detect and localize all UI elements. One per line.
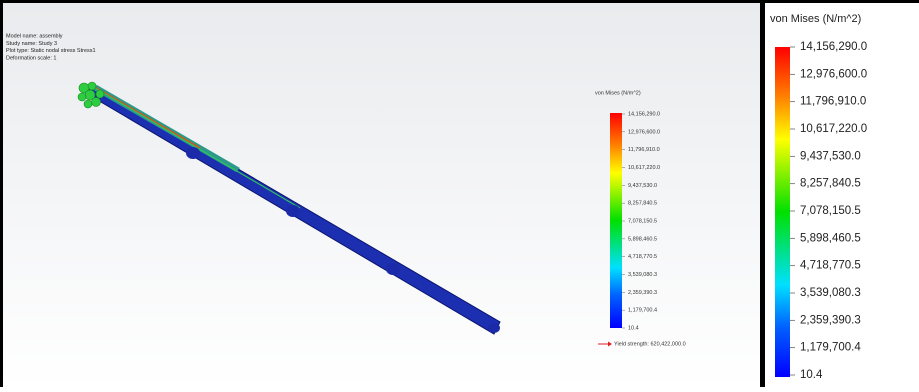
legend-zoom-value: 1,179,700.4 xyxy=(800,342,861,354)
legend-value: 2,359,390.3 xyxy=(628,290,657,296)
legend-value: 8,257,840.5 xyxy=(628,201,657,207)
study-info: Study name: Study 3 xyxy=(6,41,57,47)
legend-value: 9,437,530.0 xyxy=(628,183,657,189)
legend-zoom-value: 7,078,150.5 xyxy=(800,205,861,217)
legend-zoom-value: 3,539,080.3 xyxy=(800,287,861,299)
study-info: Model name: assembly xyxy=(6,33,63,39)
legend-value: 10.4 xyxy=(628,325,639,331)
study-info: Deformation scale: 1 xyxy=(6,55,56,61)
viewport xyxy=(3,3,760,387)
legend-zoom-value: 5,898,460.5 xyxy=(800,232,861,244)
legend-zoom-title: von Mises (N/m^2) xyxy=(770,13,861,25)
yield-strength: Yield strength: 620,422,000.0 xyxy=(614,341,686,347)
legend-zoom-value: 10,617,220.0 xyxy=(800,123,867,135)
legend-zoom-value: 11,796,910.0 xyxy=(800,96,866,108)
colorbar xyxy=(610,113,622,328)
legend-value: 5,898,460.5 xyxy=(628,236,657,242)
legend-value: 10,617,220.0 xyxy=(628,165,660,171)
legend-title: von Mises (N/m^2) xyxy=(595,90,641,96)
legend-zoom-value: 14,156,290.0 xyxy=(800,41,867,53)
legend-value: 7,078,150.5 xyxy=(628,218,657,224)
legend-value: 14,156,290.0 xyxy=(628,111,660,117)
legend-zoom-value: 12,976,600.0 xyxy=(800,68,867,80)
legend-zoom-value: 8,257,840.5 xyxy=(800,178,861,190)
legend-zoom-value: 2,359,390.3 xyxy=(800,314,861,326)
legend-value: 3,539,080.3 xyxy=(628,272,657,278)
legend-value: 1,179,700.4 xyxy=(628,308,657,314)
legend-value: 12,976,600.0 xyxy=(628,129,660,135)
screen: von Mises (N/m^2) von Mises (N/m^2) Yiel… xyxy=(0,0,919,387)
legend-zoom-value: 10.4 xyxy=(800,369,823,381)
legend-zoom-value: 4,718,770.5 xyxy=(800,260,861,272)
legend-zoom-value: 9,437,530.0 xyxy=(800,150,861,162)
legend-value: 11,796,910.0 xyxy=(628,147,660,153)
colorbar-zoom xyxy=(775,47,790,377)
legend-value: 4,718,770.5 xyxy=(628,254,657,260)
study-info: Plot type: Static nodal stress Stress1 xyxy=(6,48,96,54)
